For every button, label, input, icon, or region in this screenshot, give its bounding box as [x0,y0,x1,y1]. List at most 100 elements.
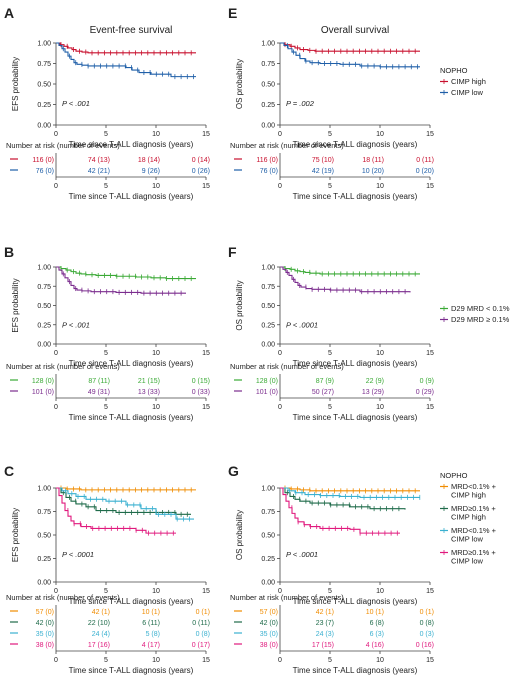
series-line [56,487,196,491]
risk-x-tick-label: 0 [54,183,58,190]
risk-x-tick-label: 0 [278,183,282,190]
y-tick-label: 0.25 [261,322,275,329]
risk-table-title: Number at risk (number of events) [6,141,120,150]
risk-cell: 35 (0) [260,631,278,638]
risk-cell: 0 (9) [420,378,434,385]
risk-x-tick-label: 15 [426,657,434,664]
risk-x-tick-label: 5 [328,183,332,190]
risk-table-title: Number at risk (number of events) [6,362,120,371]
risk-cell: 0 (11) [416,157,434,164]
risk-cell: 42 (1) [92,609,110,616]
risk-x-tick-label: 10 [376,404,384,411]
x-axis-label: Time since T-ALL diagnosis (years) [69,140,194,149]
risk-x-axis-label: Time since T-ALL diagnosis (years) [293,413,418,422]
x-tick-label: 0 [278,131,282,138]
panel-letter: E [228,5,237,21]
y-axis-label: OS probability [235,59,244,109]
x-tick-label: 10 [152,131,160,138]
risk-cell: 128 (0) [256,378,278,385]
x-tick-label: 5 [328,588,332,595]
risk-x-tick-label: 10 [152,183,160,190]
series-line [280,487,420,498]
risk-cell: 0 (8) [196,631,210,638]
risk-cell: 50 (27) [312,389,334,396]
risk-cell: 116 (0) [32,157,54,164]
series-line [56,42,196,54]
risk-cell: 57 (0) [260,609,278,616]
x-tick-label: 5 [328,350,332,357]
risk-cell: 38 (0) [260,642,278,649]
risk-x-tick-label: 0 [54,657,58,664]
risk-cell: 17 (16) [88,642,110,649]
risk-cell: 18 (11) [362,157,384,164]
risk-cell: 0 (33) [192,389,210,396]
risk-cell: 101 (0) [32,389,54,396]
series-line [56,266,196,280]
panel-title: Overall survival [321,25,389,36]
x-tick-label: 0 [278,588,282,595]
x-axis-label: Time since T-ALL diagnosis (years) [293,597,418,606]
x-tick-label: 0 [54,131,58,138]
risk-x-tick-label: 15 [426,404,434,411]
series-line [280,487,400,534]
panel-letter: C [4,463,14,479]
risk-cell: 6 (8) [370,620,384,627]
y-tick-label: 1.00 [261,41,275,48]
risk-x-tick-label: 5 [328,404,332,411]
legend: NOPHO MRD<0.1% + CIMP high MRD≥0.1% + CIMP h… [440,471,497,566]
series-line [56,266,186,294]
risk-x-tick-label: 5 [104,404,108,411]
x-tick-label: 10 [376,350,384,357]
x-tick-label: 15 [202,350,210,357]
risk-table-title: Number at risk (number of events) [230,362,344,371]
risk-x-axis-label: Time since T-ALL diagnosis (years) [69,666,194,675]
risk-x-tick-label: 15 [202,183,210,190]
risk-cell: 42 (21) [88,168,110,175]
x-tick-label: 10 [376,131,384,138]
panel-title: Event-free survival [90,25,173,36]
y-axis-label: EFS probability [11,57,20,111]
risk-x-tick-label: 15 [202,657,210,664]
x-tick-label: 10 [376,588,384,595]
y-tick-label: 0.50 [261,303,275,310]
risk-cell: 74 (13) [88,157,110,164]
series-line [56,487,194,520]
risk-cell: 0 (1) [420,609,434,616]
x-tick-label: 5 [104,131,108,138]
x-tick-label: 15 [202,131,210,138]
risk-x-tick-label: 0 [278,657,282,664]
legend-title: NOPHO [440,66,468,75]
p-value: P < .001 [62,99,90,108]
risk-cell: 128 (0) [32,378,54,385]
series-line [280,487,420,492]
risk-table-title: Number at risk (number of events) [230,141,344,150]
risk-x-tick-label: 5 [104,657,108,664]
risk-cell: 10 (20) [362,168,384,175]
risk-cell: 49 (31) [88,389,110,396]
y-tick-label: 0.75 [261,284,275,291]
risk-cell: 42 (19) [312,168,334,175]
risk-cell: 18 (14) [138,157,160,164]
risk-x-axis-label: Time since T-ALL diagnosis (years) [293,666,418,675]
risk-cell: 6 (3) [370,631,384,638]
risk-cell: 5 (8) [146,631,160,638]
risk-table-title: Number at risk (number of events) [230,593,344,602]
risk-x-axis-label: Time since T-ALL diagnosis (years) [69,192,194,201]
risk-x-tick-label: 15 [202,404,210,411]
x-tick-label: 5 [104,350,108,357]
risk-cell: 0 (3) [420,631,434,638]
y-tick-label: 1.00 [261,486,275,493]
y-axis-label: OS probability [235,280,244,330]
x-tick-label: 0 [54,588,58,595]
risk-cell: 101 (0) [256,389,278,396]
risk-cell: 42 (0) [260,620,278,627]
y-tick-label: 0.50 [37,82,51,89]
panel-G: G 0.00 0.25 0.50 0.75 1.00 0 5 10 15 Time since T-… [228,463,497,675]
x-tick-label: 15 [426,350,434,357]
risk-cell: 57 (0) [36,609,54,616]
risk-cell: 22 (9) [366,378,384,385]
x-tick-label: 5 [328,131,332,138]
y-axis-label: OS probability [235,510,244,560]
y-tick-label: 0.50 [37,533,51,540]
